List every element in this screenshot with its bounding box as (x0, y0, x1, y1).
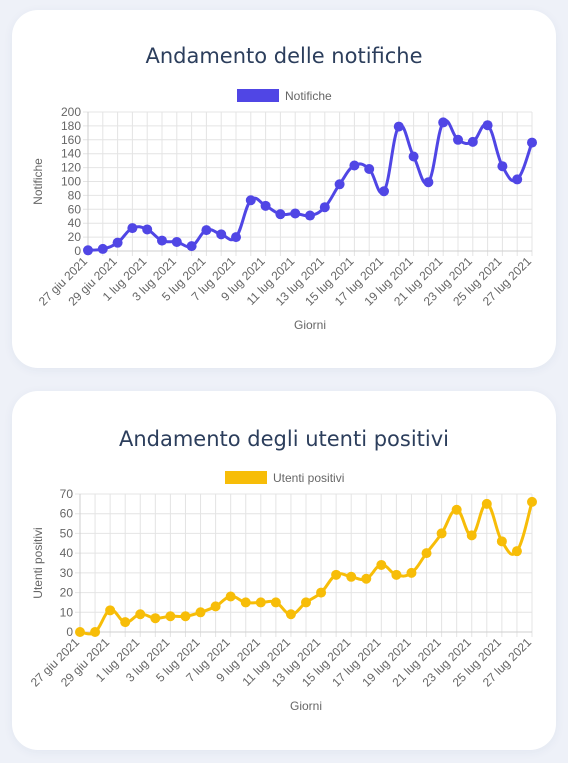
y-axis-title: Notifiche (31, 158, 45, 205)
data-point[interactable] (527, 496, 537, 507)
legend-swatch (225, 471, 267, 484)
data-point[interactable] (105, 605, 116, 616)
data-point[interactable] (275, 209, 286, 220)
data-point[interactable] (120, 617, 131, 628)
data-point[interactable] (406, 567, 417, 578)
y-tick-label: 50 (60, 526, 74, 540)
y-tick-label: 10 (60, 605, 74, 619)
data-point[interactable] (127, 223, 138, 234)
data-point[interactable] (421, 548, 432, 559)
data-point[interactable] (260, 200, 271, 211)
data-point[interactable] (150, 613, 161, 624)
y-tick-label: 60 (60, 507, 74, 521)
data-point[interactable] (481, 498, 492, 509)
data-point[interactable] (83, 245, 93, 256)
data-point[interactable] (186, 241, 197, 252)
data-point[interactable] (165, 611, 176, 622)
legend-label: Utenti positivi (273, 471, 344, 485)
legend[interactable]: Notifiche (237, 89, 332, 103)
data-point[interactable] (391, 569, 402, 580)
data-point[interactable] (245, 195, 256, 206)
y-tick-label: 60 (68, 202, 82, 216)
y-tick-label: 180 (61, 119, 81, 133)
data-point[interactable] (142, 224, 153, 235)
data-point[interactable] (482, 120, 493, 131)
data-point[interactable] (135, 609, 146, 620)
data-point[interactable] (379, 186, 389, 197)
x-axis-title: Giorni (294, 318, 326, 332)
data-point[interactable] (361, 573, 372, 584)
data-point[interactable] (305, 210, 315, 221)
data-point[interactable] (231, 232, 241, 243)
data-point[interactable] (255, 597, 266, 608)
data-point[interactable] (436, 528, 447, 539)
data-point[interactable] (290, 208, 301, 219)
data-point[interactable] (225, 591, 236, 602)
y-tick-label: 40 (60, 546, 74, 560)
data-point[interactable] (527, 137, 537, 148)
y-tick-label: 30 (60, 566, 74, 580)
data-point[interactable] (349, 160, 360, 171)
y-tick-label: 0 (74, 244, 81, 258)
gridlines (83, 111, 533, 256)
y-tick-label: 200 (61, 105, 81, 119)
data-point[interactable] (301, 597, 311, 608)
data-point[interactable] (201, 225, 212, 236)
y-tick-label: 160 (61, 133, 81, 147)
data-point[interactable] (376, 559, 387, 570)
data-point[interactable] (496, 536, 507, 547)
data-point[interactable] (316, 587, 327, 598)
y-axis-title: Utenti positivi (31, 527, 45, 598)
data-point[interactable] (331, 569, 342, 580)
x-axis-title: Giorni (290, 699, 322, 713)
data-point[interactable] (157, 235, 167, 246)
data-point[interactable] (270, 597, 281, 608)
data-point[interactable] (112, 237, 123, 248)
data-point[interactable] (438, 117, 449, 128)
y-tick-label: 70 (60, 487, 74, 501)
gridlines (75, 493, 533, 637)
legend-label: Notifiche (285, 89, 332, 103)
data-point[interactable] (451, 504, 462, 515)
data-point[interactable] (216, 229, 227, 240)
y-tick-label: 40 (68, 216, 82, 230)
data-point[interactable] (334, 179, 345, 190)
positive-users-chart-card: Andamento degli utenti positivi 0 10 20 30 4… (12, 391, 556, 750)
legend-swatch (237, 89, 279, 102)
chart-title: Andamento delle notifiche (145, 44, 423, 68)
chart-title: Andamento degli utenti positivi (118, 427, 450, 451)
y-tick-label: 20 (68, 230, 82, 244)
data-point[interactable] (346, 571, 357, 582)
data-point[interactable] (467, 136, 478, 147)
legend[interactable]: Utenti positivi (225, 471, 344, 485)
data-point[interactable] (511, 546, 522, 557)
data-point[interactable] (90, 627, 101, 637)
y-tick-label: 100 (61, 175, 81, 189)
data-point[interactable] (497, 161, 508, 172)
y-tick-label: 120 (61, 161, 81, 175)
data-point[interactable] (240, 597, 251, 608)
data-point[interactable] (180, 611, 191, 622)
data-point[interactable] (195, 607, 206, 618)
data-point[interactable] (512, 174, 523, 185)
data-point[interactable] (285, 609, 296, 620)
data-point[interactable] (75, 627, 85, 637)
data-point[interactable] (364, 163, 375, 174)
notifications-chart-card: Andamento delle notifiche 0 20 40 60 80 100 12… (12, 10, 556, 368)
y-tick-label: 80 (68, 188, 82, 202)
data-point[interactable] (408, 151, 419, 162)
data-point[interactable] (210, 601, 221, 612)
data-point[interactable] (97, 243, 108, 254)
y-tick-label: 0 (66, 625, 73, 639)
data-point[interactable] (319, 202, 330, 213)
data-point[interactable] (423, 177, 434, 188)
data-point[interactable] (453, 134, 463, 145)
y-tick-label: 140 (61, 147, 81, 161)
data-point[interactable] (466, 530, 477, 541)
data-point[interactable] (393, 121, 404, 132)
data-point[interactable] (171, 236, 182, 247)
y-tick-label: 20 (60, 586, 74, 600)
